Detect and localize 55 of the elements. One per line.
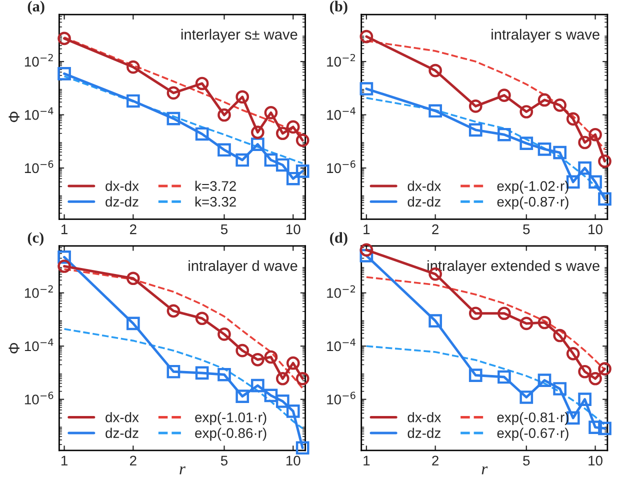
y-tick-label: 10$^{−2}$: [327, 54, 355, 67]
y-tick-label: 10$^{−2}$: [24, 54, 53, 67]
x-tick-label: 5: [523, 456, 530, 466]
x-tick-label: 2: [432, 224, 438, 234]
legend-label: dx-dx: [408, 412, 441, 422]
legend-label: exp(-1.02·r): [497, 180, 568, 194]
x-tick-label: 1: [364, 224, 370, 234]
x-tick-label: 2: [130, 224, 136, 234]
x-axis-title: r: [482, 466, 488, 474]
chart-title: (b): [330, 0, 348, 15]
legend-label: k=3.32: [195, 196, 236, 207]
y-tick-label: 10$^{−2}$: [327, 285, 355, 298]
legend-label: exp(-0.87·r): [497, 196, 568, 210]
x-tick-label: 1: [364, 456, 370, 466]
legend-label: dz-dz: [106, 196, 138, 207]
x-tick-label: 10: [286, 456, 300, 466]
y-tick-label: 10$^{−4}$: [327, 107, 356, 120]
legend-label: dz-dz: [106, 428, 138, 438]
annotation: intralayer extended s wave: [428, 260, 600, 274]
legend-label: k=3.72: [195, 180, 236, 191]
y-tick-label: 10$^{−6}$: [327, 392, 356, 404]
y-tick-label: 10$^{−6}$: [24, 160, 54, 174]
legend-label: dx-dx: [106, 412, 139, 422]
annotation: interlayer s± wave: [181, 28, 298, 43]
chart-title: (c): [28, 232, 44, 246]
x-axis-title: r: [180, 466, 186, 474]
x-tick-label: 5: [523, 224, 530, 234]
legend-label: exp(-1.01·r): [195, 412, 266, 426]
y-tick-label: 10$^{−4}$: [24, 338, 54, 352]
x-tick-label: 1: [61, 224, 68, 234]
x-tick-label: 5: [220, 456, 228, 466]
x-tick-label: 10: [588, 224, 602, 234]
y-axis-title: Φ: [8, 112, 20, 122]
legend-label: exp(-0.67·r): [497, 428, 568, 441]
x-tick-label: 2: [432, 456, 438, 466]
y-tick-label: 10$^{−4}$: [327, 338, 356, 352]
x-tick-label: 10: [286, 224, 300, 234]
x-tick-label: 5: [220, 224, 228, 234]
legend-label: dx-dx: [408, 180, 441, 191]
y-tick-label: 10$^{−6}$: [24, 392, 54, 404]
y-axis-title: Φ: [8, 342, 20, 354]
legend-label: dx-dx: [106, 180, 139, 191]
chart-title: (a): [28, 0, 44, 15]
legend-label: dz-dz: [408, 196, 440, 207]
legend-label: dz-dz: [408, 428, 440, 438]
legend-label: exp(-0.86·r): [195, 428, 266, 441]
y-tick-label: 10$^{−2}$: [24, 285, 53, 298]
y-tick-label: 10$^{−4}$: [24, 107, 54, 120]
annotation: intralayer d wave: [188, 260, 298, 274]
annotation: intralayer s wave: [492, 28, 600, 43]
x-tick-label: 10: [588, 456, 602, 466]
chart-title: (d): [330, 232, 348, 246]
x-tick-label: 2: [130, 456, 136, 466]
y-tick-label: 10$^{−6}$: [327, 160, 356, 174]
x-tick-label: 1: [61, 456, 68, 466]
